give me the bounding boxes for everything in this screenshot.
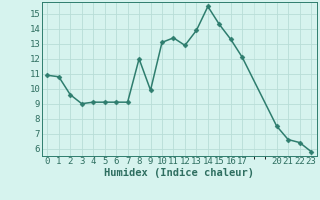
X-axis label: Humidex (Indice chaleur): Humidex (Indice chaleur) [104, 168, 254, 178]
